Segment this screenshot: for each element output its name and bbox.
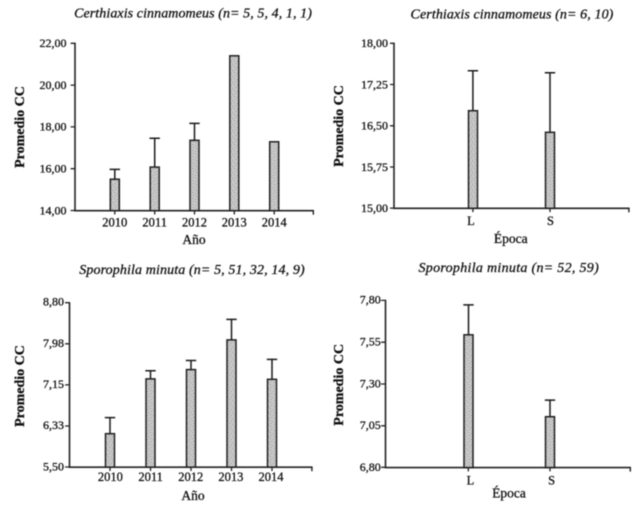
svg-text:2010: 2010	[98, 470, 123, 484]
svg-text:Sporophila minuta (n= 5, 51, 3: Sporophila minuta (n= 5, 51, 32, 14, 9)	[79, 263, 305, 278]
svg-text:7,55: 7,55	[360, 335, 381, 349]
svg-text:6,80: 6,80	[360, 460, 381, 474]
svg-text:2013: 2013	[218, 470, 243, 484]
svg-text:14,00: 14,00	[40, 203, 67, 217]
svg-text:2012: 2012	[178, 470, 203, 484]
svg-text:Promedio CC: Promedio CC	[332, 344, 347, 426]
svg-text:7,30: 7,30	[360, 376, 381, 390]
svg-text:20,00: 20,00	[40, 78, 67, 92]
svg-text:2012: 2012	[182, 215, 207, 229]
svg-text:7,05: 7,05	[360, 418, 381, 432]
svg-text:16,00: 16,00	[40, 162, 67, 176]
svg-text:Época: Época	[494, 231, 528, 246]
svg-text:L: L	[467, 474, 475, 488]
svg-text:8,80: 8,80	[43, 295, 64, 309]
svg-text:Promedio CC: Promedio CC	[13, 345, 28, 427]
svg-text:15,00: 15,00	[361, 201, 388, 215]
svg-text:7,98: 7,98	[43, 336, 64, 350]
svg-text:S: S	[547, 214, 554, 228]
svg-text:Promedio CC: Promedio CC	[13, 86, 28, 168]
svg-text:Certhiaxis cinnamomeus (n= 6,: Certhiaxis cinnamomeus (n= 6, 10)	[411, 7, 614, 22]
svg-text:18,00: 18,00	[40, 120, 67, 134]
svg-text:2011: 2011	[138, 470, 163, 484]
svg-text:Época: Época	[492, 486, 526, 501]
svg-text:16,50: 16,50	[361, 119, 388, 133]
svg-text:2010: 2010	[102, 215, 127, 229]
svg-text:6,33: 6,33	[43, 418, 64, 432]
svg-text:15,75: 15,75	[361, 160, 388, 174]
svg-text:5,50: 5,50	[43, 459, 64, 473]
svg-text:L: L	[467, 214, 475, 228]
svg-text:7,15: 7,15	[43, 377, 64, 391]
svg-text:2011: 2011	[142, 215, 167, 229]
svg-text:22,00: 22,00	[40, 36, 67, 50]
svg-text:2014: 2014	[259, 470, 285, 484]
svg-text:Año: Año	[182, 232, 205, 247]
svg-text:Año: Año	[181, 488, 204, 503]
svg-text:S: S	[548, 474, 555, 488]
svg-text:7,80: 7,80	[360, 293, 381, 307]
svg-text:Promedio CC: Promedio CC	[332, 85, 347, 167]
svg-text:17,25: 17,25	[361, 77, 388, 91]
svg-text:2013: 2013	[222, 215, 247, 229]
svg-text:2014: 2014	[262, 215, 288, 229]
svg-text:Certhiaxis cinnamomeus (n= 5,: Certhiaxis cinnamomeus (n= 5, 5, 4, 1, 1…	[74, 6, 312, 21]
svg-text:18,00: 18,00	[361, 36, 388, 50]
svg-text:Sporophila minuta (n= 52, 59): Sporophila minuta (n= 52, 59)	[419, 261, 600, 276]
